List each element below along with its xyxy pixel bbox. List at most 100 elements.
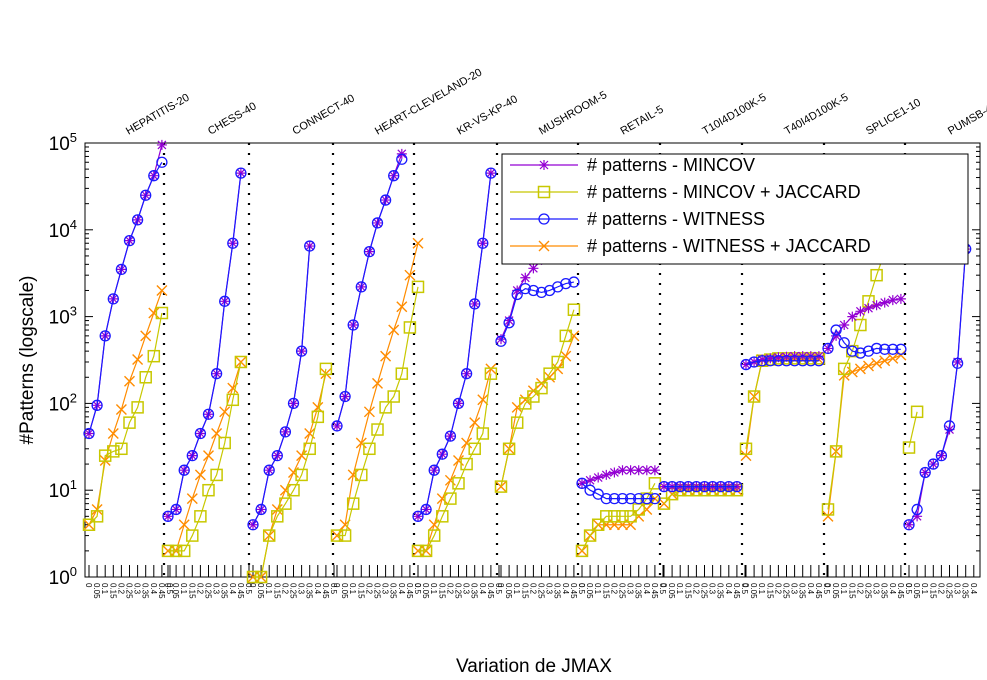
y-axis: 100 101 102 103 104 105 [49, 130, 980, 589]
x-tick-label: 0.45 [896, 583, 905, 599]
legend-marker [537, 185, 551, 199]
data-point [226, 393, 240, 407]
x-tick-label: 0.05 [831, 583, 840, 599]
x-tick-label: 0 [904, 583, 913, 588]
x-tick-label: 0.5 [740, 583, 749, 595]
data-point [536, 377, 547, 389]
data-point [658, 480, 670, 493]
data-point [371, 423, 384, 436]
data-point [855, 306, 866, 317]
data-point [625, 465, 636, 476]
data-point [395, 367, 409, 380]
data-point [543, 367, 556, 380]
x-tick-label: 0.1 [920, 583, 929, 595]
data-point [235, 167, 247, 179]
series-line [168, 361, 242, 552]
data-point [624, 510, 637, 523]
x-tick-label: 0.25 [945, 583, 954, 599]
data-point [657, 497, 671, 510]
data-point [338, 529, 352, 542]
data-point [156, 139, 167, 150]
data-point [773, 352, 784, 363]
data-point [879, 297, 890, 308]
data-point [419, 544, 433, 558]
data-point [519, 282, 531, 295]
x-tick-label: 0.15 [187, 583, 196, 599]
data-point [436, 448, 448, 460]
data-point [870, 268, 883, 282]
data-point [911, 503, 923, 516]
series-line [88, 161, 163, 434]
data-point [123, 416, 136, 429]
data-point [585, 475, 596, 486]
data-point [404, 269, 416, 281]
dataset-label: KR-VS-KP-40 [455, 93, 520, 137]
x-tick-label: 0.35 [220, 583, 229, 599]
data-point [641, 465, 652, 476]
data-point [765, 353, 776, 364]
data-point [388, 324, 400, 336]
data-point [247, 519, 259, 531]
data-point [155, 306, 169, 320]
data-point [511, 288, 523, 301]
series-line [252, 245, 311, 526]
x-tick-label: 0.25 [537, 583, 546, 599]
data-point [910, 405, 924, 419]
x-tick-label: 0.1 [179, 583, 188, 595]
x-tick-label: 0.1 [100, 583, 109, 595]
series-line [167, 173, 242, 517]
data-point [887, 295, 898, 306]
data-point [203, 450, 214, 462]
data-point [510, 416, 524, 429]
data-point [772, 355, 785, 367]
legend-marker [539, 160, 549, 170]
data-point [528, 263, 539, 274]
data-point [99, 330, 111, 342]
x-tick-label: 0.1 [348, 583, 357, 595]
x-tick-label: 0.05 [749, 583, 758, 599]
data-point [210, 468, 223, 482]
data-point [371, 217, 384, 229]
data-point [575, 544, 589, 558]
data-point [263, 464, 275, 476]
series-line [417, 173, 492, 517]
x-tick-label: 0.2 [609, 583, 618, 595]
data-point [879, 343, 891, 355]
x-tick-label: 0.2 [773, 583, 782, 595]
x-tick-label: 0.05 [92, 583, 101, 599]
data-point [551, 355, 564, 369]
data-point [846, 345, 858, 357]
x-tick-label: 0.1 [839, 583, 848, 595]
data-point [568, 276, 580, 288]
x-tick-label: 0 [496, 583, 505, 588]
data-point [666, 480, 678, 493]
dataset-label: CHESS-40 [206, 100, 259, 137]
data-point [140, 189, 152, 201]
data-point [279, 484, 291, 496]
data-point [477, 237, 489, 249]
legend-entry: # patterns - WITNESS [587, 209, 765, 229]
data-point [535, 286, 548, 299]
data-point [895, 293, 906, 304]
data-point [616, 492, 629, 505]
data-point [609, 467, 620, 478]
data-point [139, 371, 152, 384]
dataset-label: PUMSB-40 [946, 100, 987, 138]
dataset-labels: HEPATITIS-20 CHESS-40 CONNECT-40 HEART-CLEV… [124, 66, 987, 137]
data-point [98, 449, 112, 462]
data-point [411, 544, 425, 558]
x-tick-label: 0.35 [961, 583, 970, 599]
x-tick-label: 0.4 [724, 583, 733, 595]
x-tick-label: 0.15 [683, 583, 692, 599]
data-point [194, 469, 206, 481]
data-point [387, 390, 400, 403]
data-point [186, 529, 199, 542]
data-point [512, 285, 523, 296]
x-tick-label: 0.05 [667, 583, 676, 599]
data-point [502, 442, 516, 456]
x-tick-label: 0.05 [421, 583, 430, 599]
x-tick-label: 0.05 [504, 583, 513, 599]
x-tick-label: 0.25 [864, 583, 873, 599]
legend-entry: # patterns - MINCOV [587, 155, 755, 175]
dataset-label: MUSHROOM-5 [537, 89, 609, 138]
